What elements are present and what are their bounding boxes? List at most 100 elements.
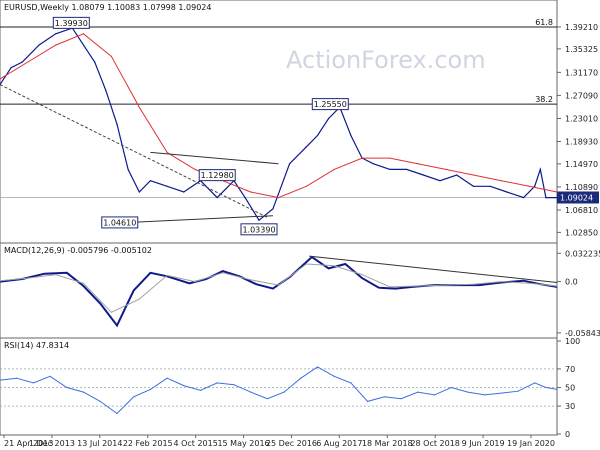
y-tick-label: 0.0 (565, 278, 578, 287)
data-point-price (545, 197, 547, 199)
series-line-price (0, 27, 557, 222)
trendline (150, 151, 279, 165)
data-point-rsi (99, 400, 101, 403)
data-point-macd (222, 270, 224, 272)
data-point-ma (82, 33, 85, 35)
data-point-ma (445, 168, 447, 170)
data-point-macd (500, 281, 502, 284)
data-point-ma (305, 185, 307, 187)
data-point-rsi (216, 382, 218, 384)
data-point-ma (528, 185, 530, 187)
data-point-signal (556, 285, 558, 287)
data-point-price (350, 134, 352, 137)
x-tick-label: 19 Jan 2020 (507, 439, 555, 448)
data-point-ma (166, 151, 168, 154)
data-point-signal (417, 285, 419, 287)
y-tick-label: 30 (565, 402, 575, 411)
annotation-label: 1.39930 (55, 19, 88, 28)
data-point-ma (556, 191, 558, 193)
data-point-price (439, 180, 441, 182)
data-point-macd (344, 263, 346, 265)
y-tick-label: 0 (565, 430, 570, 439)
data-point-macd (116, 324, 118, 327)
data-point-ma (110, 55, 112, 57)
data-point-price (539, 168, 541, 170)
data-point-rsi (133, 396, 135, 398)
annotation-label: 1.25550 (314, 100, 347, 109)
data-point-ma (389, 157, 391, 159)
annotation-box (198, 169, 236, 182)
data-point-price (289, 163, 291, 165)
data-point-price (21, 61, 23, 63)
data-point-rsi (49, 375, 51, 377)
data-point-macd (328, 267, 330, 270)
data-point-macd (43, 273, 46, 275)
price-header: EURUSD,Weekly 1.08079 1.10083 1.07998 1.… (4, 3, 211, 12)
data-point-rsi (266, 398, 268, 400)
data-point-price (216, 197, 218, 199)
data-point-ma (333, 168, 335, 170)
data-point-rsi (500, 392, 502, 394)
x-tick-label: 18 Mar 2018 (362, 439, 413, 448)
y-tick-label: 1.35325 (565, 45, 598, 54)
fib-level-label: 61.8 (535, 18, 553, 27)
data-point-rsi (16, 377, 18, 379)
data-point-ma (500, 180, 502, 182)
data-point-price (506, 191, 508, 193)
x-tick-label: 4 Oct 2015 (173, 439, 217, 448)
data-point-ma (27, 61, 29, 63)
data-point-signal (194, 280, 196, 283)
y-tick-label: 1.27090 (565, 91, 598, 100)
x-tick-label: 15 May 2016 (217, 439, 269, 448)
data-point-ma (0, 78, 1, 80)
data-point-signal (55, 273, 57, 276)
data-point-macd (133, 289, 135, 291)
data-point-price (149, 180, 151, 182)
data-point-signal (110, 311, 112, 313)
data-point-signal (250, 279, 252, 281)
data-point-signal (472, 283, 475, 285)
data-point-signal (445, 284, 447, 286)
data-point-price (258, 219, 260, 221)
data-point-macd (272, 288, 274, 290)
data-point-rsi (534, 382, 536, 384)
data-point-price (328, 117, 330, 120)
data-point-signal (389, 286, 391, 288)
data-point-price (489, 185, 491, 187)
data-point-rsi (166, 377, 168, 379)
data-point-rsi (233, 384, 235, 386)
data-point-macd (378, 287, 380, 289)
data-point-rsi (32, 382, 35, 384)
data-point-macd (556, 286, 558, 288)
data-point-price (116, 123, 118, 125)
y-tick-label: 1.39210 (565, 23, 598, 32)
data-point-price (422, 174, 424, 176)
price-panel (0, 0, 558, 244)
data-point-rsi (199, 389, 202, 391)
y-tick-label: 1.06810 (565, 206, 598, 215)
data-point-rsi (250, 391, 252, 393)
rsi-panel (0, 337, 558, 436)
data-point-rsi (300, 377, 302, 379)
data-point-price (272, 208, 274, 210)
data-point-price (556, 197, 558, 199)
data-point-rsi (283, 391, 285, 393)
data-point-price (456, 174, 458, 176)
data-point-signal (27, 277, 29, 279)
data-point-price (105, 89, 107, 91)
annotation-box (52, 16, 90, 29)
watermark: ActionForex.com (286, 46, 486, 74)
data-point-macd (99, 302, 101, 305)
data-point-rsi (545, 386, 547, 389)
data-point-signal (500, 280, 502, 283)
data-point-price (94, 61, 96, 63)
data-point-price (522, 197, 525, 199)
data-point-rsi (66, 386, 68, 389)
data-point-rsi (183, 385, 185, 387)
trendline (309, 255, 558, 283)
data-point-macd (82, 285, 85, 287)
data-point-macd (149, 272, 151, 274)
data-point-price (372, 163, 374, 165)
data-point-signal (222, 272, 224, 274)
